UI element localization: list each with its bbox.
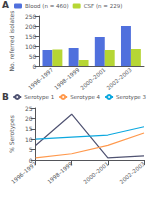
svg-text:0: 0 [33,63,37,70]
svg-text:15: 15 [25,125,33,132]
svg-text:20: 20 [25,115,33,122]
svg-text:% Serotypes: % Serotypes [8,115,16,153]
svg-text:5: 5 [29,146,33,153]
svg-text:0: 0 [28,156,33,164]
svg-text:No. referred isolates: No. referred isolates [8,11,15,72]
svg-text:1996–1997: 1996–1997 [10,160,38,185]
svg-text:150: 150 [25,33,37,40]
svg-text:1998–1999: 1998–1999 [53,66,81,91]
svg-text:1996–1997: 1996–1997 [27,66,55,91]
svg-text:2002–2003: 2002–2003 [105,66,133,91]
svg-text:2000–2001: 2000–2001 [79,67,106,91]
svg-text:10: 10 [25,136,33,143]
svg-text:250: 250 [25,13,37,20]
svg-text:2002–2003: 2002–2003 [119,160,147,185]
svg-text:Blood (n = 460): Blood (n = 460) [25,3,69,9]
svg-text:50: 50 [29,53,37,60]
svg-text:A: A [2,0,9,10]
svg-text:100: 100 [25,43,37,50]
svg-text:CSF (n = 229): CSF (n = 229) [84,3,123,9]
svg-text:Serotype 4: Serotype 4 [70,94,100,101]
svg-text:25: 25 [25,105,33,112]
svg-text:2000–2001: 2000–2001 [82,161,109,185]
svg-text:200: 200 [25,23,37,30]
svg-text:Serotype 3: Serotype 3 [116,94,146,101]
svg-text:B: B [2,92,9,102]
svg-text:Serotype 1: Serotype 1 [24,94,54,101]
svg-text:1998–1999: 1998–1999 [46,160,74,185]
